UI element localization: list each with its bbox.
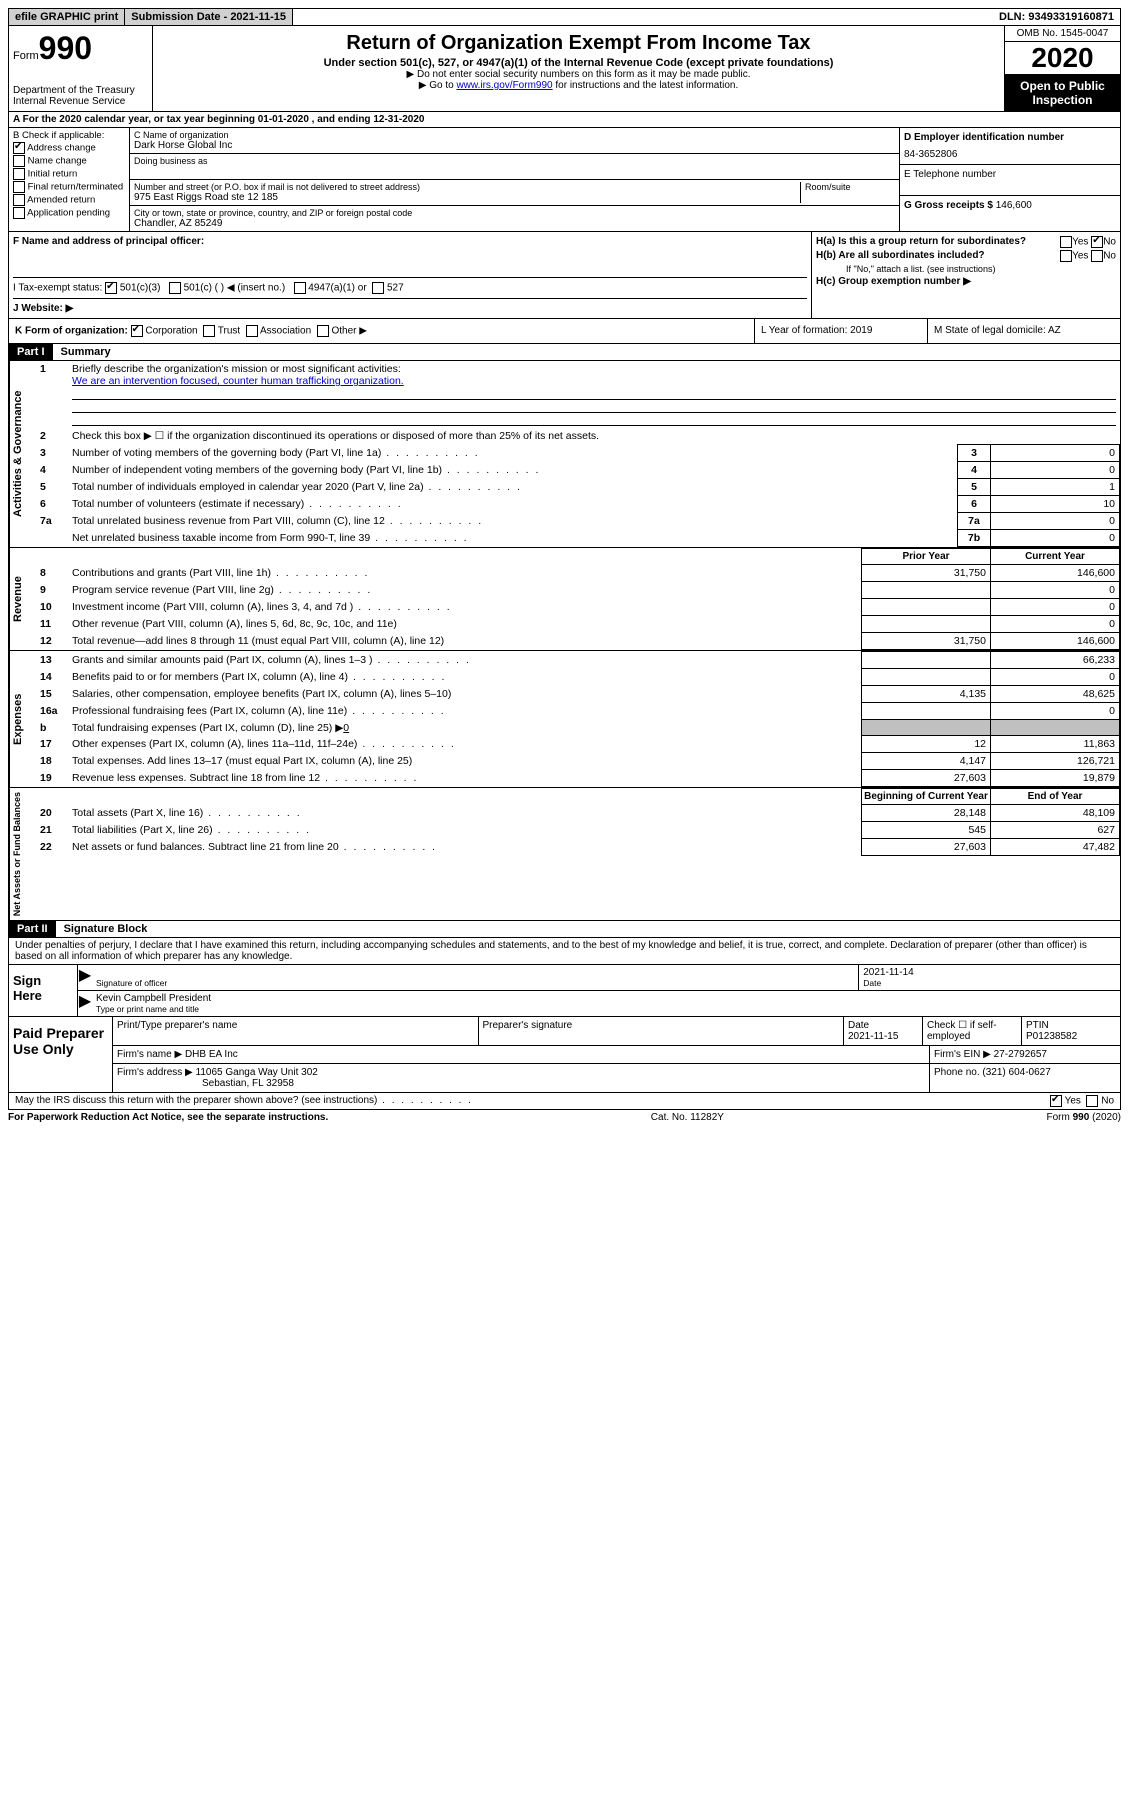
final-return-check[interactable] [13,181,25,193]
row-a-period: A For the 2020 calendar year, or tax yea… [8,112,1121,128]
section-bcd: B Check if applicable: Address change Na… [8,128,1121,232]
501c3-check[interactable] [105,282,117,294]
addr-change-check[interactable] [13,142,25,154]
discuss-row: May the IRS discuss this return with the… [8,1093,1121,1110]
amended-check[interactable] [13,194,25,206]
officer-name: Kevin Campbell President [96,993,1116,1004]
dln: DLN: 93493319160871 [993,9,1120,25]
public-inspection: Open to Public Inspection [1005,75,1120,111]
goto-note: ▶ Go to www.irs.gov/Form990 for instruct… [157,80,1000,91]
city-state-zip: Chandler, AZ 85249 [134,218,895,229]
governance-section: Activities & Governance 1 Briefly descri… [8,361,1121,548]
part-i-header: Part I [9,344,53,360]
org-name: Dark Horse Global Inc [134,140,895,151]
section-fh: F Name and address of principal officer:… [8,232,1121,319]
paid-preparer: Paid Preparer Use Only Print/Type prepar… [8,1017,1121,1093]
form990-link[interactable]: www.irs.gov/Form990 [456,80,552,91]
form-number: Form990 [13,30,148,67]
mission-text: We are an intervention focused, counter … [72,375,404,387]
efile-button[interactable]: efile GRAPHIC print [9,9,125,25]
omb-number: OMB No. 1545-0047 [1005,26,1120,42]
submission-date: Submission Date - 2021-11-15 [125,9,293,25]
col-de: D Employer identification number 84-3652… [899,128,1120,231]
name-change-check[interactable] [13,155,25,167]
firm-name: DHB EA Inc [185,1049,238,1060]
col-b-checkboxes: B Check if applicable: Address change Na… [9,128,130,231]
expenses-section: Expenses 13Grants and similar amounts pa… [8,651,1121,788]
form-title: Return of Organization Exempt From Incom… [157,32,1000,55]
irs-label: Internal Revenue Service [13,96,148,107]
dept-treasury: Department of the Treasury [13,85,148,96]
form-header: Form990 Department of the Treasury Inter… [8,26,1121,112]
signature-block: Under penalties of perjury, I declare th… [8,938,1121,1017]
top-bar: efile GRAPHIC print Submission Date - 20… [8,8,1121,26]
street-address: 975 East Riggs Road ste 12 185 [134,192,800,203]
tax-year: 2020 [1005,42,1120,75]
netassets-section: Net Assets or Fund Balances Beginning of… [8,788,1121,921]
gross-receipts: 146,600 [996,200,1032,211]
initial-return-check[interactable] [13,168,25,180]
page-footer: For Paperwork Reduction Act Notice, see … [8,1110,1121,1125]
app-pending-check[interactable] [13,207,25,219]
row-klm: K Form of organization: Corporation Trus… [8,319,1121,344]
form-subtitle: Under section 501(c), 527, or 4947(a)(1)… [157,57,1000,69]
ein: 84-3652806 [904,149,1116,160]
revenue-section: Revenue Prior YearCurrent Year 8Contribu… [8,548,1121,651]
ssn-note: ▶ Do not enter social security numbers o… [157,69,1000,80]
col-c-org: C Name of organization Dark Horse Global… [130,128,899,231]
part-ii-header: Part II [9,921,56,937]
